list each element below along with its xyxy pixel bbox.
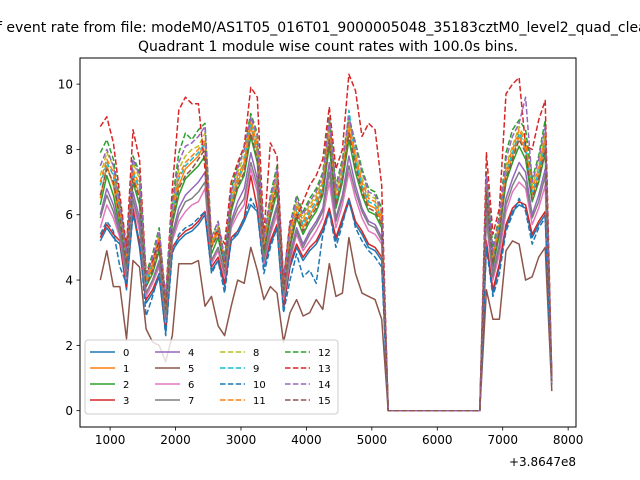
x-axis: 1000 2000 3000 4000 5000 6000 7000 8000: [95, 427, 584, 447]
legend-label-13: 13: [318, 364, 331, 375]
y-axis: 0 2 4 6 8 10: [58, 78, 80, 418]
legend-label-10: 10: [253, 380, 266, 391]
x-tick-label: 3000: [226, 433, 257, 447]
x-tick-label: 6000: [422, 433, 453, 447]
legend-label-12: 12: [318, 348, 331, 359]
series-line-15: [99, 132, 553, 412]
x-tick-label: 2000: [160, 433, 191, 447]
y-tick-label: 10: [58, 78, 73, 92]
y-tick-label: 2: [65, 339, 73, 353]
legend-label-7: 7: [188, 396, 194, 407]
legend-box: [84, 339, 339, 415]
legend-label-2: 2: [123, 380, 129, 391]
series-line-14: [99, 96, 553, 412]
chart-title: Quadrant 1 module wise count rates with …: [138, 39, 518, 55]
figure-suptitle: Plot of event rate from file: modeM0/AS1…: [0, 20, 640, 40]
x-tick-label: 4000: [291, 433, 322, 447]
legend-label-4: 4: [188, 348, 194, 359]
x-tick-label: 7000: [487, 433, 518, 447]
series-layer: [99, 73, 553, 412]
y-tick-label: 4: [65, 274, 73, 288]
legend-label-5: 5: [188, 364, 194, 375]
legend-label-1: 1: [123, 364, 129, 375]
series-line-13: [99, 73, 553, 412]
x-offset-label: +3.8647e8: [509, 455, 576, 469]
legend-label-3: 3: [123, 396, 129, 407]
legend-label-6: 6: [188, 380, 194, 391]
legend-label-9: 9: [253, 364, 259, 375]
legend-label-11: 11: [253, 396, 266, 407]
x-tick-label: 5000: [357, 433, 388, 447]
legend-label-0: 0: [123, 348, 129, 359]
plot-frame: [79, 57, 577, 428]
legend-label-8: 8: [253, 348, 259, 359]
legend-label-15: 15: [318, 396, 331, 407]
legend-label-14: 14: [318, 380, 331, 391]
x-tick-label: 1000: [95, 433, 126, 447]
y-tick-label: 8: [65, 143, 73, 157]
x-tick-label: 8000: [553, 433, 584, 447]
y-tick-label: 6: [65, 208, 73, 222]
y-tick-label: 0: [65, 404, 73, 418]
figure-suptitle-text: Plot of event rate from file: modeM0/AS1…: [0, 20, 640, 36]
